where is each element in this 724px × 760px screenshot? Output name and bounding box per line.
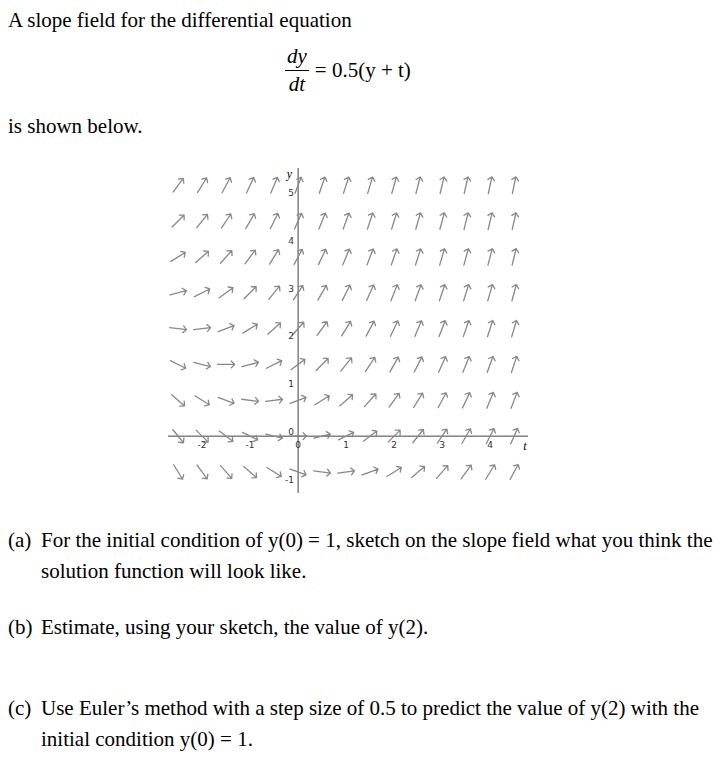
html-text:dy: dy xyxy=(287,44,307,68)
svg-text:y: y xyxy=(286,167,293,181)
svg-text:-2: -2 xyxy=(198,440,207,450)
html-text:Use Euler’s method with a step: Use Euler’s method with a step size of 0… xyxy=(41,696,699,751)
svg-text:5: 5 xyxy=(288,188,294,198)
svg-text:2: 2 xyxy=(288,331,294,341)
html-text:is shown below.: is shown below. xyxy=(8,114,143,138)
svg-text:1: 1 xyxy=(343,440,349,450)
svg-text:-1: -1 xyxy=(246,440,255,450)
svg-text:0: 0 xyxy=(288,427,294,437)
svg-text:4: 4 xyxy=(487,440,493,450)
svg-text:0: 0 xyxy=(295,440,301,450)
html-text:(b) Estimate, using your sketc: (b) Estimate, using your sketch, the val… xyxy=(8,615,429,639)
html-text:(a): (a) xyxy=(8,528,32,552)
svg-text:t: t xyxy=(523,439,527,453)
svg-text:3: 3 xyxy=(288,284,294,294)
html-text:(c): (c) xyxy=(8,696,32,720)
html-text:A slope field for the differen: A slope field for the differential equat… xyxy=(8,8,352,32)
svg-text:4: 4 xyxy=(288,236,294,246)
svg-text:-1: -1 xyxy=(285,475,294,485)
html-text:For the initial condition of y: For the initial condition of y(0) = 1, s… xyxy=(41,528,713,583)
svg-text:2: 2 xyxy=(391,440,397,450)
html-text:dt: dt xyxy=(288,72,306,96)
html-text:= 0.5(y + t): = 0.5(y + t) xyxy=(314,58,411,82)
svg-text:3: 3 xyxy=(439,440,445,450)
svg-text:1: 1 xyxy=(288,379,294,389)
